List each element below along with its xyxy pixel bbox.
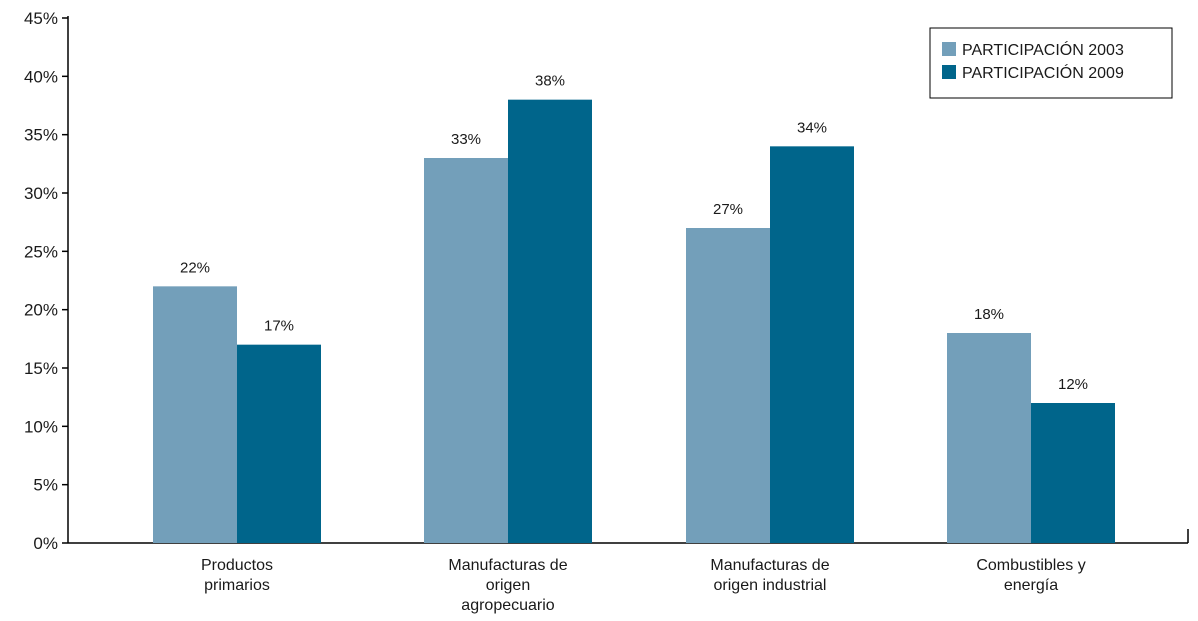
y-tick-label: 10% — [24, 417, 58, 436]
category-label: Productos primarios — [201, 557, 273, 594]
y-tick-label: 20% — [24, 301, 58, 320]
legend-box — [929, 27, 1173, 99]
category-label: Manufacturas de origen agropecuario — [448, 557, 567, 614]
y-axis: 0% 5% 10% 15% 20% 25% 30% 35% 40% 45% — [24, 9, 69, 553]
data-label: 12% — [1058, 376, 1088, 393]
data-label: 17% — [264, 318, 294, 335]
legend-label: PARTICIPACIÓN 2003 — [962, 40, 1124, 59]
data-label: 34% — [797, 119, 827, 136]
bar-2009 — [770, 146, 854, 544]
y-tick-label: 15% — [24, 359, 58, 378]
category-label: Combustibles y energía — [976, 557, 1085, 594]
legend-swatch — [942, 42, 956, 56]
legend-swatch — [942, 65, 956, 79]
bar-2003 — [153, 286, 237, 543]
y-tick-label: 40% — [24, 67, 58, 86]
y-tick-label: 45% — [24, 9, 58, 28]
category-labels: Productos primarios Manufacturas de origen a… — [201, 557, 1086, 614]
y-tick-label: 5% — [33, 476, 58, 495]
bar-2009 — [508, 99, 592, 544]
bars — [153, 99, 1115, 544]
data-label: 22% — [180, 259, 210, 276]
bar-2003 — [424, 158, 508, 543]
y-tick-label: 35% — [24, 126, 58, 145]
y-tick-label: 30% — [24, 184, 58, 203]
y-tick-label: 25% — [24, 242, 58, 261]
y-tick-label: 0% — [33, 534, 58, 553]
bar-2009 — [237, 344, 321, 543]
data-label: 27% — [713, 201, 743, 218]
legend-label: PARTICIPACIÓN 2009 — [962, 63, 1124, 82]
data-label: 18% — [974, 306, 1004, 323]
data-labels: 22% 33% 27% 18% 17% 38% 34% 12% — [180, 73, 1088, 393]
data-label: 38% — [535, 73, 565, 90]
category-label: Manufacturas de origen industrial — [710, 557, 829, 594]
legend: PARTICIPACIÓN 2003 PARTICIPACIÓN 2009 — [929, 27, 1173, 99]
data-label: 33% — [451, 131, 481, 148]
bar-2009 — [1031, 403, 1115, 543]
bar-2003 — [686, 228, 770, 543]
bar-2003 — [947, 333, 1031, 543]
